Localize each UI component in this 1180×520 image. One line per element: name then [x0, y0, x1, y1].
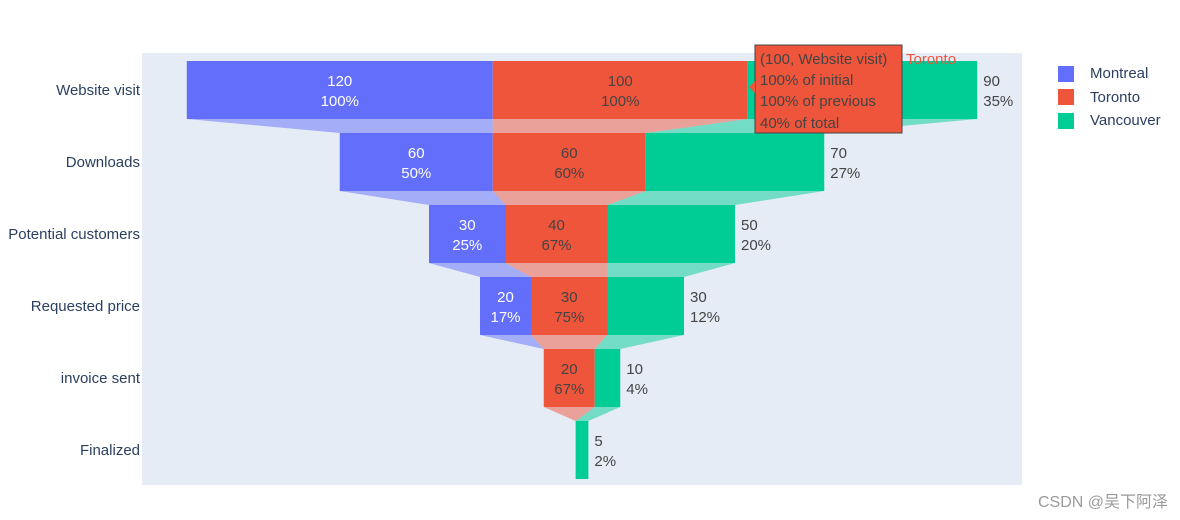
tooltip-line-2: 100% of initial	[760, 72, 853, 89]
value-label-toronto-0: 100	[608, 73, 633, 90]
tooltip-line-4: 40% of total	[760, 115, 839, 132]
percent-label-toronto-1: 60%	[554, 165, 584, 182]
value-label-toronto-1: 60	[561, 145, 578, 162]
bar-montreal-potential-customers[interactable]	[429, 205, 506, 263]
connector-montreal-3	[480, 335, 544, 349]
legend-swatch	[1058, 112, 1074, 129]
percent-label-vancouver-0: 35%	[983, 93, 1013, 110]
category-label-requested-price: Requested price	[31, 298, 140, 315]
value-label-toronto-4: 20	[561, 361, 578, 378]
value-label-vancouver-0: 90	[983, 73, 1000, 90]
tooltip-line-3: 100% of previous	[760, 93, 876, 110]
bar-montreal-website-visit[interactable]	[186, 61, 493, 119]
percent-label-vancouver-5: 2%	[594, 453, 616, 470]
percent-label-toronto-3: 75%	[554, 309, 584, 326]
bar-vancouver-potential-customers[interactable]	[607, 205, 736, 263]
bar-vancouver-downloads[interactable]	[645, 133, 825, 191]
connector-toronto-4	[543, 407, 595, 421]
value-label-toronto-3: 30	[561, 289, 578, 306]
watermark: CSDN @吴下阿泽	[1037, 494, 1168, 511]
value-label-vancouver-4: 10	[626, 361, 643, 378]
value-label-montreal-2: 30	[459, 217, 476, 234]
bar-montreal-requested-price[interactable]	[480, 277, 531, 335]
legend-label: Montreal	[1090, 65, 1149, 83]
connector-toronto-0	[492, 119, 748, 133]
percent-label-toronto-4: 67%	[554, 381, 584, 398]
bar-vancouver-requested-price[interactable]	[607, 277, 685, 335]
connector-vancouver-4	[575, 407, 621, 421]
tooltip-line-1: (100, Website visit)	[760, 51, 887, 68]
value-label-montreal-0: 120	[327, 73, 352, 90]
tooltip-series-name: Toronto	[906, 51, 956, 68]
connector-vancouver-2	[607, 263, 735, 277]
legend-item-vancouver[interactable]: Vancouver	[1058, 109, 1161, 133]
bar-vancouver-finalized[interactable]	[575, 421, 589, 479]
connector-vancouver-1	[607, 191, 825, 205]
category-label-invoice-sent: invoice sent	[61, 370, 141, 387]
legend-item-toronto[interactable]: Toronto	[1058, 86, 1161, 110]
connector-vancouver-3	[594, 335, 684, 349]
legend-label: Toronto	[1090, 88, 1141, 106]
tooltip-box	[754, 44, 903, 134]
value-label-vancouver-1: 70	[830, 145, 847, 162]
legend-swatch	[1058, 89, 1074, 106]
category-label-finalized: Finalized	[80, 442, 140, 459]
connector-toronto-3	[531, 335, 608, 349]
value-label-vancouver-5: 5	[594, 433, 602, 450]
percent-label-montreal-2: 25%	[452, 237, 482, 254]
value-label-montreal-3: 20	[497, 289, 514, 306]
percent-label-toronto-2: 67%	[541, 237, 571, 254]
bar-toronto-requested-price[interactable]	[531, 277, 608, 335]
legend-item-montreal[interactable]: Montreal	[1058, 62, 1161, 86]
hover-tooltip: (100, Website visit) 100% of initial 100…	[749, 44, 956, 134]
percent-label-vancouver-4: 4%	[626, 381, 648, 398]
connector-toronto-2	[505, 263, 608, 277]
bar-vancouver-invoice-sent[interactable]	[594, 349, 621, 407]
tooltip-pointer	[749, 81, 755, 93]
legend-label: Vancouver	[1090, 112, 1161, 130]
percent-label-vancouver-3: 12%	[690, 309, 720, 326]
percent-label-toronto-0: 100%	[601, 93, 639, 110]
connector-toronto-1	[492, 191, 646, 205]
category-label-downloads: Downloads	[66, 154, 140, 171]
percent-label-montreal-0: 100%	[321, 93, 359, 110]
category-label-potential-customers: Potential customers	[8, 226, 140, 243]
percent-label-vancouver-2: 20%	[741, 237, 771, 254]
percent-label-vancouver-1: 27%	[830, 165, 860, 182]
bar-toronto-website-visit[interactable]	[492, 61, 748, 119]
legend: Montreal Toronto Vancouver	[1058, 62, 1161, 133]
percent-label-montreal-3: 17%	[490, 309, 520, 326]
percent-label-montreal-1: 50%	[401, 165, 431, 182]
connector-montreal-2	[429, 263, 531, 277]
connector-montreal-1	[339, 191, 506, 205]
value-label-vancouver-3: 30	[690, 289, 707, 306]
bar-toronto-downloads[interactable]	[492, 133, 646, 191]
legend-swatch	[1058, 65, 1074, 82]
value-label-toronto-2: 40	[548, 217, 565, 234]
value-label-vancouver-2: 50	[741, 217, 758, 234]
category-label-website-visit: Website visit	[56, 82, 141, 99]
value-label-montreal-1: 60	[408, 145, 425, 162]
bar-toronto-invoice-sent[interactable]	[543, 349, 595, 407]
bar-montreal-downloads[interactable]	[339, 133, 493, 191]
connector-montreal-0	[186, 119, 493, 133]
bar-toronto-potential-customers[interactable]	[505, 205, 608, 263]
